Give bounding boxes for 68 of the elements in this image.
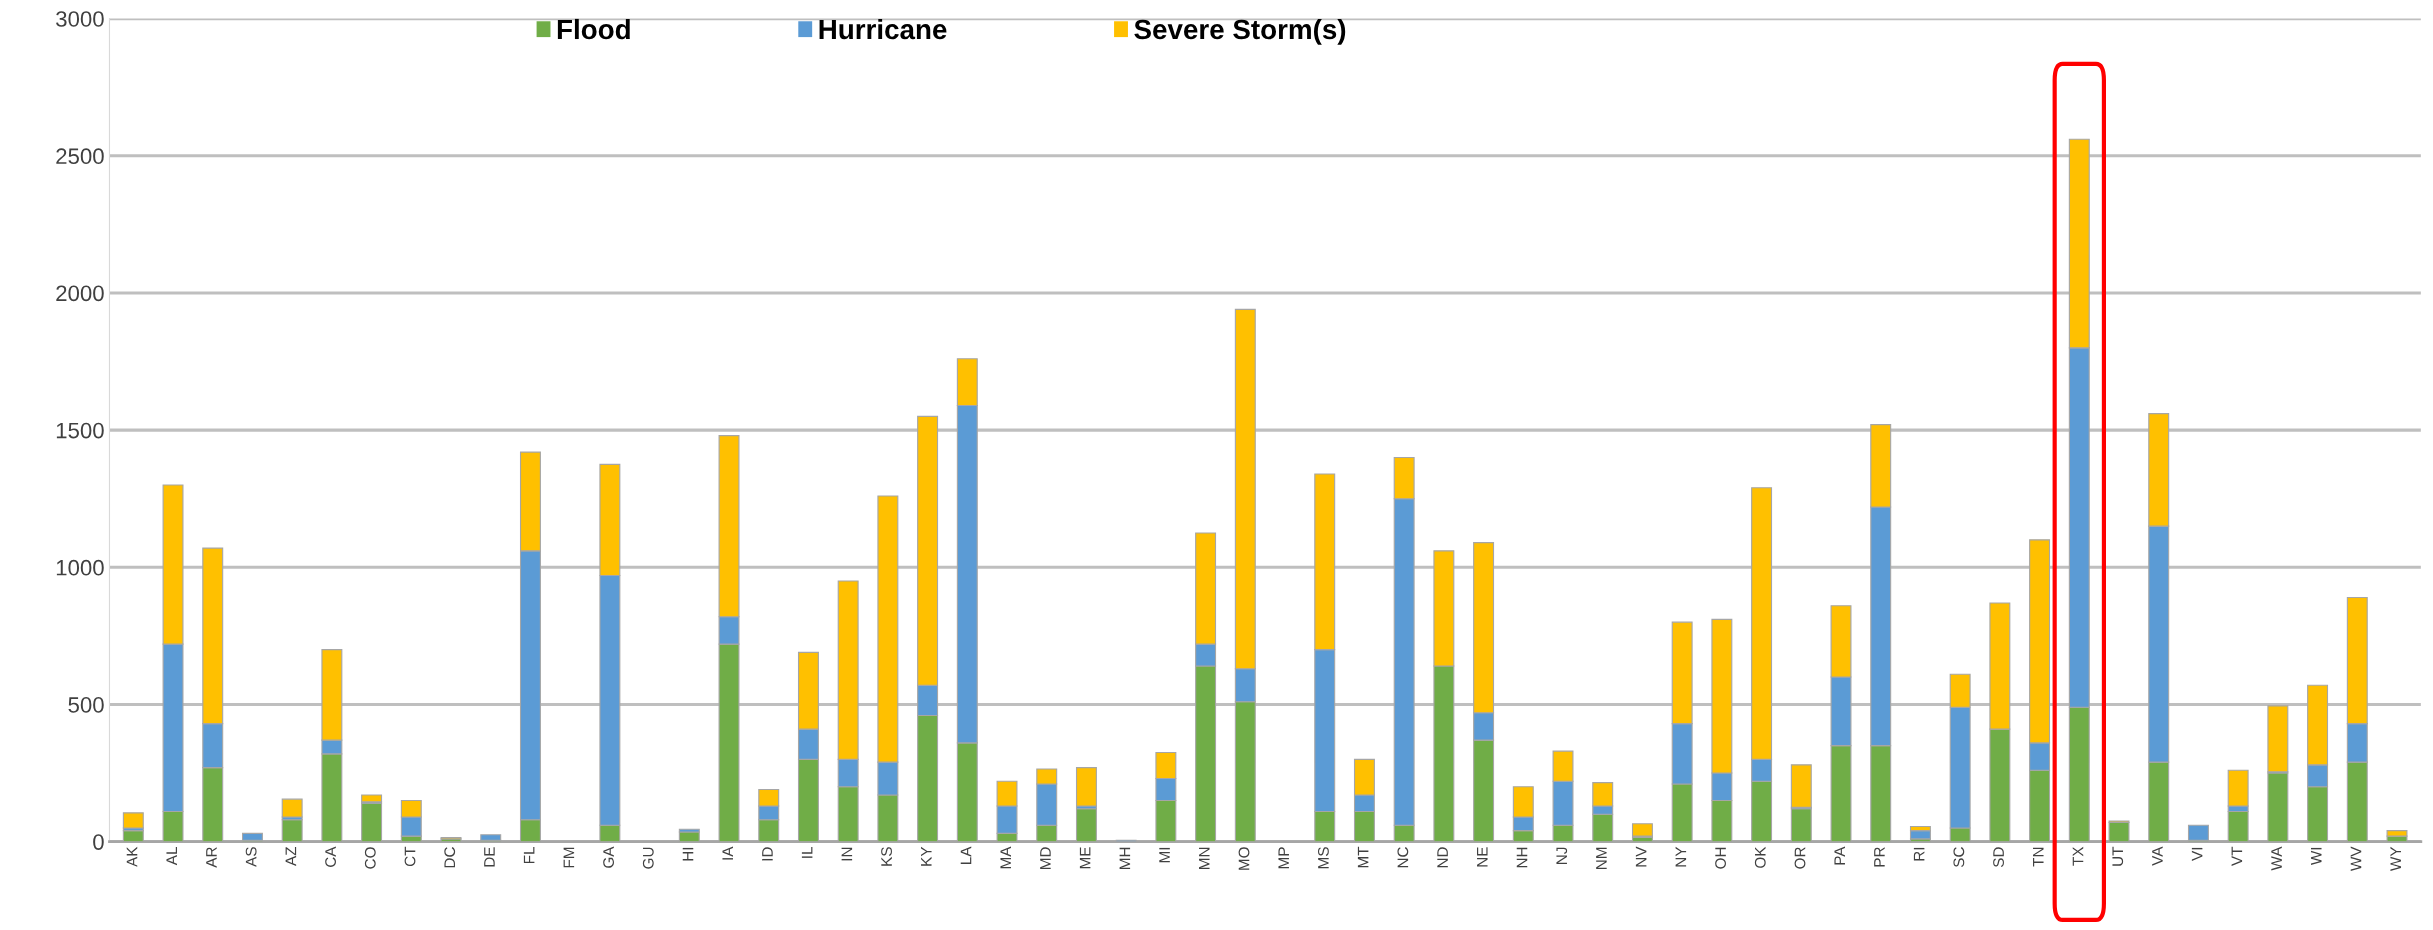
x-tick-label: SC <box>1953 847 1965 868</box>
y-tick-label: 2500 <box>56 148 104 165</box>
x-tick-label: MP <box>1278 847 1289 869</box>
x-tick-label: WI <box>2311 847 2322 866</box>
x-tick-label: DC <box>444 847 456 868</box>
y-tick-label: 0 <box>93 834 104 850</box>
x-tick-label: RI <box>1913 847 1925 861</box>
x-tick-label: MN <box>1199 847 1210 870</box>
x-tick-label: OK <box>1754 846 1766 868</box>
x-tick-label: PR <box>1874 847 1885 867</box>
x-tick-label: MA <box>1000 846 1011 869</box>
x-tick-label: ND <box>1437 847 1448 868</box>
x-tick-label: FL <box>523 847 535 864</box>
legend-label: Severe Storm(s) <box>1134 18 1346 45</box>
x-tick-label: VT <box>2231 846 2243 866</box>
x-tick-label: AK <box>126 846 138 867</box>
x-tick-label: MO <box>1238 847 1250 870</box>
x-tick-label: IL <box>801 847 813 858</box>
x-tick-label: ME <box>1079 847 1091 869</box>
x-tick-label: IA <box>722 846 733 860</box>
x-tick-label: KY <box>921 846 932 866</box>
x-tick-label: AS <box>245 847 257 867</box>
x-tick-label: VA <box>2152 846 2163 866</box>
x-tick-label: FM <box>563 847 575 868</box>
y-tick-label: 500 <box>68 697 104 713</box>
x-tick-label: MH <box>1119 847 1131 870</box>
y-tick-label: 1500 <box>56 422 104 439</box>
x-tick-label: MI <box>1159 847 1170 863</box>
x-tick-label: MT <box>1357 846 1369 868</box>
x-tick-label: NV <box>1635 846 1647 867</box>
x-tick-label: OR <box>1794 847 1806 869</box>
x-tick-label: LA <box>960 846 972 864</box>
x-tick-label: NM <box>1596 847 1607 870</box>
x-tick-label: WV <box>2350 846 2362 872</box>
x-tick-label: MS <box>1318 847 1329 869</box>
x-tick-label: AZ <box>285 846 297 866</box>
x-tick-label: WA <box>2271 846 2282 871</box>
x-tick-label: CA <box>325 846 336 867</box>
y-tick-label: 2000 <box>56 285 104 302</box>
x-tick-label: CT <box>404 846 416 867</box>
x-tick-label: HI <box>682 847 694 861</box>
x-tick-label: UT <box>2112 846 2124 866</box>
legend-label: Flood <box>557 18 630 40</box>
x-tick-label: GU <box>642 847 654 869</box>
x-tick-label: MD <box>1040 847 1051 870</box>
x-tick-label: WY <box>2390 846 2401 872</box>
x-tick-label: IN <box>841 847 853 861</box>
x-tick-label: NH <box>1516 847 1528 868</box>
legend-label: Hurricane <box>819 18 947 40</box>
x-tick-label: PA <box>1834 846 1845 865</box>
x-tick-label: GA <box>603 846 614 868</box>
x-tick-label: ID <box>762 847 773 861</box>
x-tick-label: AR <box>206 847 217 868</box>
x-tick-label: NE <box>1477 847 1488 867</box>
x-tick-label: DE <box>484 847 495 867</box>
x-tick-label: OH <box>1715 847 1726 869</box>
x-tick-label: TX <box>2072 846 2084 866</box>
y-tick-label: 1000 <box>56 559 104 576</box>
x-tick-label: VI <box>2191 847 2203 861</box>
y-tick-label: 3000 <box>56 11 104 27</box>
x-tick-label: AL <box>166 847 177 866</box>
x-tick-label: NJ <box>1556 847 1568 864</box>
x-tick-label: TN <box>2033 847 2044 867</box>
x-tick-label: NY <box>1675 846 1687 867</box>
x-tick-label: NC <box>1397 847 1409 868</box>
x-tick-label: CO <box>364 847 376 869</box>
x-tick-label: SD <box>1993 847 2004 868</box>
x-tick-label: KS <box>881 847 892 866</box>
